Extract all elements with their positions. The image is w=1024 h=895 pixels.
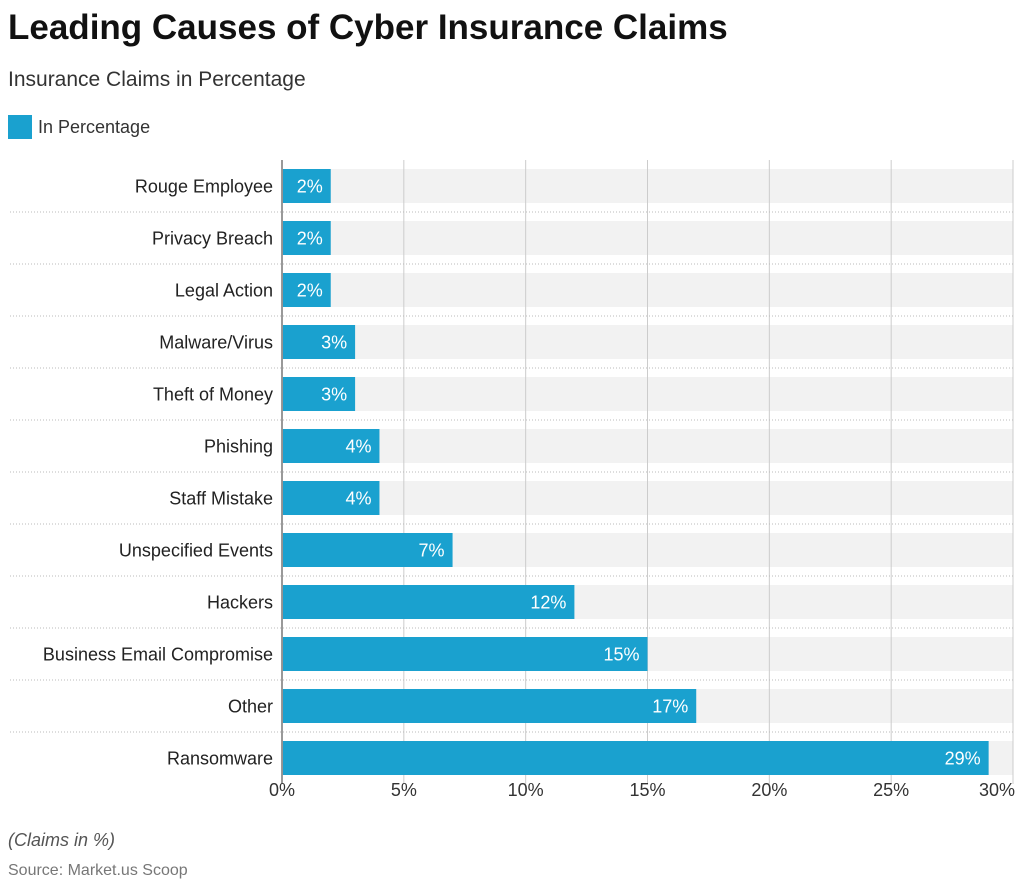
data-label: 17%: [652, 697, 688, 717]
x-tick-label: 5%: [391, 780, 417, 800]
legend-label: In Percentage: [38, 116, 151, 137]
data-label: 2%: [297, 281, 323, 301]
bar: [283, 221, 331, 255]
data-label: 2%: [297, 229, 323, 249]
data-label: 29%: [945, 749, 981, 769]
x-tick-label: 0%: [269, 780, 295, 800]
category-label: Business Email Compromise: [43, 645, 273, 665]
bar: [283, 377, 356, 411]
chart-footnote: (Claims in %): [8, 830, 116, 850]
bar: [283, 325, 356, 359]
category-label: Legal Action: [175, 281, 273, 301]
bar: [283, 533, 453, 567]
x-tick-label: 10%: [508, 780, 544, 800]
category-label: Rouge Employee: [135, 177, 273, 197]
category-label: Unspecified Events: [119, 541, 273, 561]
data-label: 4%: [345, 437, 371, 457]
x-tick-label: 15%: [629, 780, 665, 800]
data-label: 4%: [345, 489, 371, 509]
category-label: Malware/Virus: [159, 333, 273, 353]
category-label: Other: [228, 697, 273, 717]
category-label: Hackers: [207, 593, 273, 613]
bar: [283, 637, 648, 671]
category-label: Privacy Breach: [152, 229, 273, 249]
bar: [283, 741, 989, 775]
category-label: Staff Mistake: [169, 489, 273, 509]
bar: [283, 429, 380, 463]
chart-source: Source: Market.us Scoop: [8, 862, 188, 879]
data-label: 7%: [419, 541, 445, 561]
category-label: Theft of Money: [153, 385, 273, 405]
chart-title: Leading Causes of Cyber Insurance Claims: [8, 8, 728, 47]
data-label: 2%: [297, 177, 323, 197]
data-label: 15%: [603, 645, 639, 665]
category-label: Phishing: [204, 437, 273, 457]
legend: In Percentage: [8, 114, 150, 140]
bar: [283, 689, 697, 723]
bar-chart: Rouge Employee 2% Privacy Breach 2% Legal Ac…: [10, 160, 1015, 800]
x-tick-label: 30%: [979, 780, 1015, 800]
legend-swatch: [8, 115, 32, 139]
bar: [283, 585, 575, 619]
x-tick-label: 25%: [873, 780, 909, 800]
bar: [283, 481, 380, 515]
data-label: 3%: [321, 385, 347, 405]
data-label: 3%: [321, 333, 347, 353]
category-label: Ransomware: [167, 749, 273, 769]
x-tick-label: 20%: [751, 780, 787, 800]
bar: [283, 273, 331, 307]
data-label: 12%: [530, 593, 566, 613]
chart-subtitle: Insurance Claims in Percentage: [8, 68, 306, 91]
bar: [283, 169, 331, 203]
